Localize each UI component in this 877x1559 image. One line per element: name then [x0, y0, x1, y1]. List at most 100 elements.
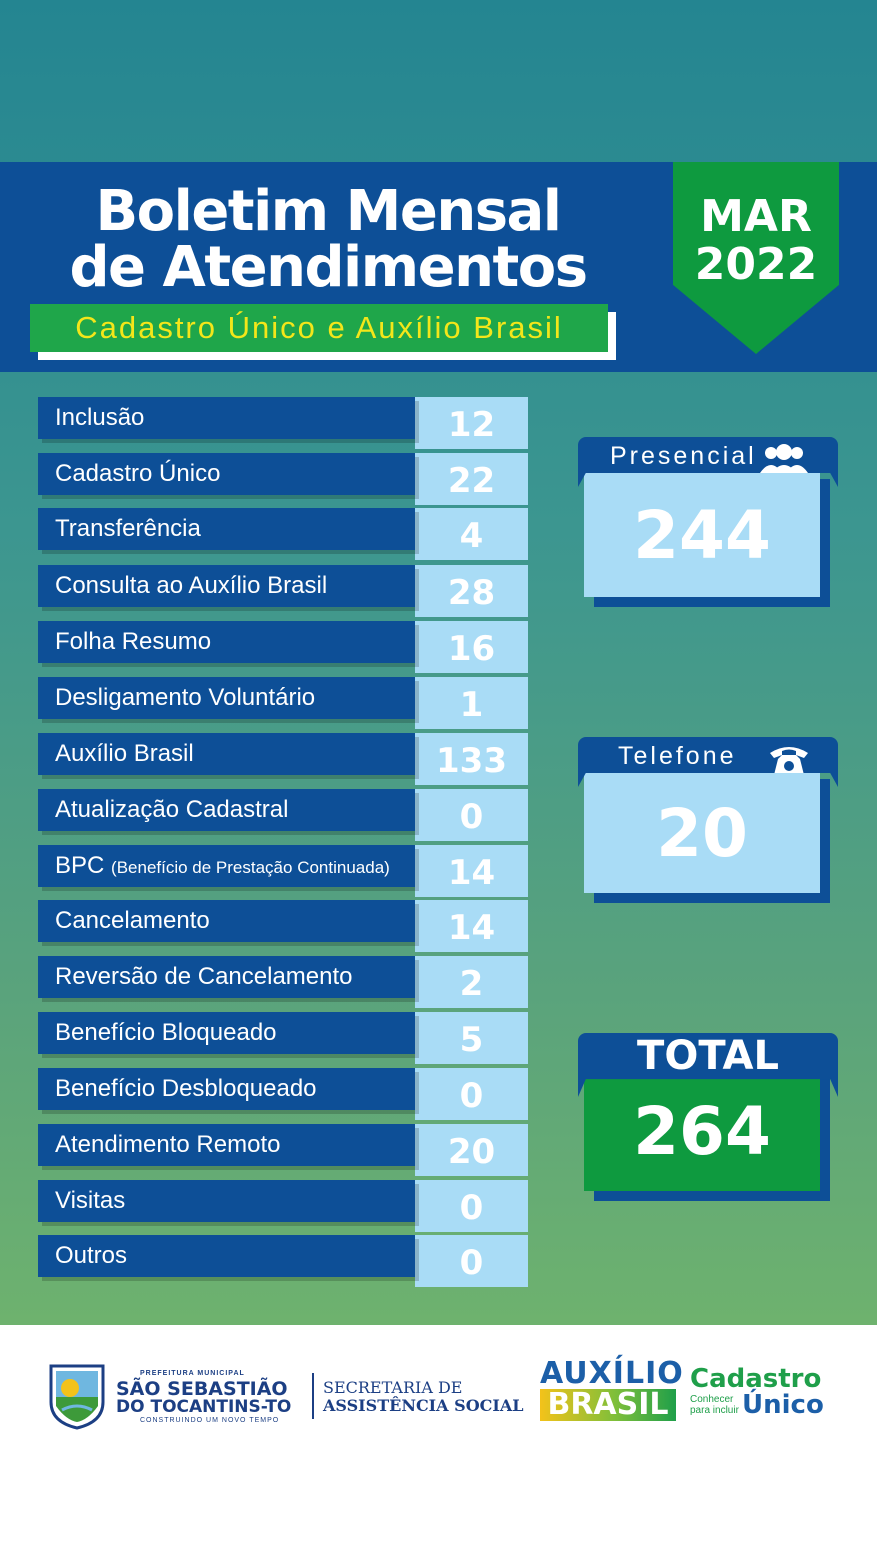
secretaria-line2: ASSISTÊNCIA SOCIAL — [323, 1396, 524, 1415]
total-card: 264 TOTAL — [578, 1033, 838, 1203]
presencial-header: Presencial — [578, 437, 838, 487]
telefone-value: 20 — [656, 795, 748, 872]
card-body: 264 — [584, 1067, 820, 1191]
footer — [0, 1325, 877, 1559]
presencial-value: 244 — [633, 497, 771, 574]
date-month: MAR — [700, 191, 812, 242]
row-label-text: Outros — [55, 1242, 128, 1269]
row-label: Cadastro Único — [38, 453, 415, 495]
cadastro-logo-line2: Único — [742, 1390, 824, 1420]
date-year: 2022 — [694, 239, 818, 290]
table-row: 5 Benefício Bloqueado — [38, 1012, 528, 1064]
row-value: 14 — [415, 900, 528, 952]
pref-name-line1: SÃO SEBASTIÃO — [116, 1378, 288, 1400]
row-value: 22 — [415, 453, 528, 505]
municipal-crest-icon — [48, 1362, 106, 1430]
row-value: 0 — [415, 1235, 528, 1287]
telefone-label: Telefone — [618, 742, 737, 770]
row-label-text: Transferência — [55, 515, 201, 542]
title-line-2: de Atendimentos — [69, 235, 588, 300]
row-label: Auxílio Brasil — [38, 733, 415, 775]
page-title: Boletim Mensal de Atendimentos — [58, 184, 598, 296]
footer-divider — [312, 1373, 314, 1419]
row-value: 133 — [415, 733, 528, 785]
row-value: 28 — [415, 565, 528, 617]
row-label: Reversão de Cancelamento — [38, 956, 415, 998]
row-value: 12 — [415, 397, 528, 449]
title-line-1: Boletim Mensal — [95, 179, 562, 244]
table-row: 22 Cadastro Único — [38, 453, 528, 505]
table-row: 28 Consulta ao Auxílio Brasil — [38, 565, 528, 617]
row-label: Folha Resumo — [38, 621, 415, 663]
table-row: 20 Atendimento Remoto — [38, 1124, 528, 1176]
row-label: Atualização Cadastral — [38, 789, 415, 831]
telefone-card: 20 Telefone — [578, 737, 838, 907]
row-label-text: Cancelamento — [55, 907, 210, 934]
row-label: Transferência — [38, 508, 415, 550]
table-row: 2 Reversão de Cancelamento — [38, 956, 528, 1008]
row-value: 0 — [415, 789, 528, 841]
row-label: Desligamento Voluntário — [38, 677, 415, 719]
row-label-text: Atendimento Remoto — [55, 1131, 281, 1158]
row-label: Consulta ao Auxílio Brasil — [38, 565, 415, 607]
table-row: 0 Visitas — [38, 1180, 528, 1232]
row-label-text: Desligamento Voluntário — [55, 684, 316, 711]
pref-name-line2: DO TOCANTINS-TO — [116, 1397, 292, 1417]
table-row: 14 BPC (Benefício de Prestação Continuada… — [38, 845, 528, 897]
row-value: 4 — [415, 508, 528, 560]
card-body: 244 — [584, 469, 820, 597]
row-label-text: BPC — [55, 852, 105, 879]
table-row: 133 Auxílio Brasil — [38, 733, 528, 785]
pref-slogan: CONSTRUINDO UM NOVO TEMPO — [140, 1417, 280, 1424]
row-value: 0 — [415, 1180, 528, 1232]
row-value: 2 — [415, 956, 528, 1008]
card-body: 20 — [584, 769, 820, 893]
phone-icon — [768, 743, 810, 787]
row-label: Cancelamento — [38, 900, 415, 942]
row-label: Benefício Desbloqueado — [38, 1068, 415, 1110]
presencial-label: Presencial — [610, 442, 757, 470]
subtitle: Cadastro Único e Auxílio Brasil — [75, 310, 563, 345]
pref-small-text: PREFEITURA MUNICIPAL — [140, 1370, 245, 1377]
total-label: TOTAL — [637, 1033, 779, 1079]
row-label: Atendimento Remoto — [38, 1124, 415, 1166]
total-value: 264 — [633, 1093, 771, 1170]
table-row: 14 Cancelamento — [38, 900, 528, 952]
row-label-text: Benefício Bloqueado — [55, 1019, 277, 1046]
row-label-text: Folha Resumo — [55, 628, 212, 655]
people-icon — [758, 443, 810, 487]
row-label-text: Cadastro Único — [55, 460, 221, 487]
row-value: 16 — [415, 621, 528, 673]
row-label-text: Reversão de Cancelamento — [55, 963, 353, 990]
row-value: 1 — [415, 677, 528, 729]
cadastro-logo-line1: Cadastro — [690, 1364, 822, 1394]
row-label: Benefício Bloqueado — [38, 1012, 415, 1054]
row-label: Visitas — [38, 1180, 415, 1222]
presencial-card: 244 Presencial — [578, 437, 838, 607]
secretaria-line1: SECRETARIA DE — [323, 1378, 463, 1397]
row-label: Inclusão — [38, 397, 415, 439]
row-value: 5 — [415, 1012, 528, 1064]
row-value: 20 — [415, 1124, 528, 1176]
row-label-note: (Benefício de Prestação Continuada) — [111, 858, 390, 877]
subtitle-bar: Cadastro Único e Auxílio Brasil — [30, 304, 608, 352]
row-label-text: Consulta ao Auxílio Brasil — [55, 572, 328, 599]
table-row: 0 Atualização Cadastral — [38, 789, 528, 841]
table-row: 12 Inclusão — [38, 397, 528, 449]
row-label-text: Auxílio Brasil — [55, 740, 194, 767]
auxilio-logo-line2: BRASIL — [540, 1389, 676, 1421]
row-label-text: Benefício Desbloqueado — [55, 1075, 317, 1102]
row-label-text: Visitas — [55, 1187, 126, 1214]
row-value: 0 — [415, 1068, 528, 1120]
auxilio-logo-line1: AUXÍLIO — [540, 1356, 684, 1391]
table-row: 4 Transferência — [38, 508, 528, 560]
row-value: 14 — [415, 845, 528, 897]
cadastro-logo-tagline: Conhecer para incluir — [690, 1394, 739, 1416]
table-row: 1 Desligamento Voluntário — [38, 677, 528, 729]
table-row: 16 Folha Resumo — [38, 621, 528, 673]
table-row: 0 Outros — [38, 1235, 528, 1287]
row-label: Outros — [38, 1235, 415, 1277]
table-row: 0 Benefício Desbloqueado — [38, 1068, 528, 1120]
row-label-text: Inclusão — [55, 404, 145, 431]
row-label-text: Atualização Cadastral — [55, 796, 289, 823]
